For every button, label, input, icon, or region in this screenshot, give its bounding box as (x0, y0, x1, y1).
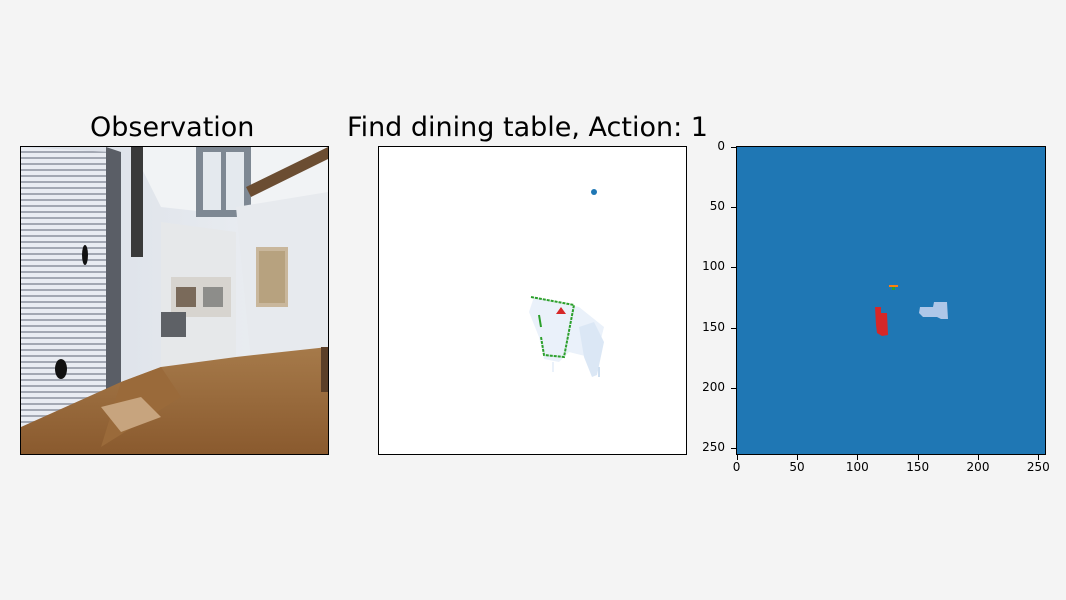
y-tick-mark (731, 267, 736, 269)
y-tick-mark (731, 388, 736, 389)
semantic-canvas (875, 285, 948, 336)
map-title: Find dining table, Action: 1 (347, 112, 708, 143)
x-tick-mark (857, 455, 859, 460)
explored-area-streaks (579, 322, 604, 377)
x-tick-mark (917, 455, 919, 460)
x-tick-mark (796, 455, 798, 460)
agent-marker (556, 307, 566, 314)
y-tick-mark (731, 327, 736, 329)
y-tick-mark (731, 448, 736, 450)
agent-region (875, 307, 888, 336)
object-region (919, 302, 948, 319)
x-tick-mark (978, 455, 979, 460)
observation-image (20, 146, 329, 455)
x-tick-label: 150 (906, 460, 930, 474)
y-tick-label: 250 (702, 440, 725, 455)
y-tick-label: 150 (702, 319, 725, 334)
x-tick-label: 200 (966, 460, 990, 474)
x-tick-label: 50 (789, 460, 805, 474)
y-tick-label: 0 (717, 138, 725, 153)
semantic-map (736, 146, 1046, 455)
y-tick-label: 50 (709, 198, 725, 213)
y-tick-mark (731, 206, 736, 208)
top-down-map (378, 146, 687, 455)
map-canvas (529, 189, 604, 377)
x-tick-label: 0 (732, 460, 741, 474)
x-tick-mark (1038, 455, 1040, 460)
wall-line (530, 296, 576, 359)
y-tick-mark (731, 146, 736, 148)
y-tick-label: 200 (702, 380, 725, 394)
goal-marker (591, 189, 597, 195)
x-tick-label: 100 (845, 460, 869, 474)
wall-line (538, 314, 542, 328)
y-tick-label: 100 (702, 259, 725, 274)
small-object (889, 285, 898, 287)
observation-scene (21, 147, 328, 454)
x-tick-label: 250 (1026, 460, 1050, 474)
observation-title: Observation (90, 112, 255, 143)
small-object-green (892, 287, 895, 290)
x-tick-mark (736, 455, 738, 460)
